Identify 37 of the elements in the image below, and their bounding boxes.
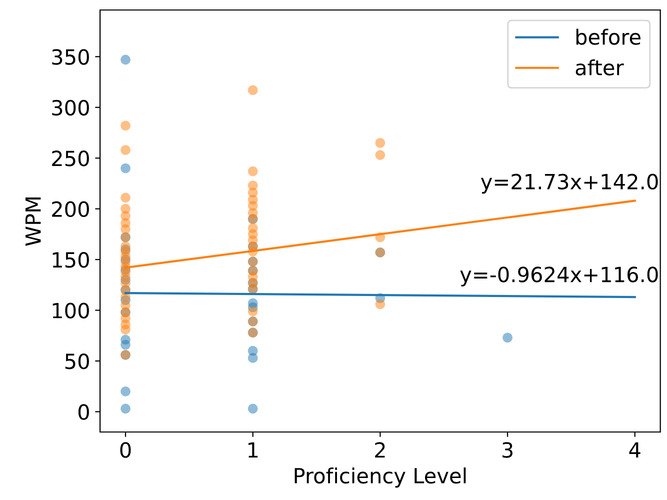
point: [120, 120, 130, 131]
point: [375, 150, 386, 160]
x-tick-label: 1: [248, 442, 258, 458]
legend-label: before: [576, 28, 640, 45]
y-tick-label: 0: [78, 404, 89, 420]
point: [120, 324, 130, 334]
point: [248, 85, 258, 96]
annotation: y=21.73x+142.0: [480, 174, 658, 194]
y-tick-label: 350: [52, 49, 89, 65]
y-axis-title: WPM: [25, 197, 41, 246]
x-tick-label: 4: [629, 442, 640, 458]
point: [248, 404, 258, 414]
point: [120, 54, 130, 65]
y-tick-label: 150: [52, 252, 89, 268]
x-tick-label: 3: [502, 442, 512, 458]
point: [120, 386, 130, 396]
x-tick-label: 0: [120, 442, 131, 458]
point: [120, 145, 130, 155]
y-tick-label: 200: [52, 201, 89, 218]
point: [120, 163, 130, 174]
point: [248, 353, 258, 363]
point: [120, 340, 130, 350]
annotation: y=-0.9624x+116.0: [460, 266, 658, 286]
point: [120, 192, 130, 203]
legend-label: after: [576, 59, 624, 76]
x-axis-title: Proficiency Level: [294, 467, 466, 488]
point: [120, 404, 130, 414]
y-tick-label: 250: [52, 150, 89, 166]
point: [248, 166, 258, 176]
y-tick-label: 100: [52, 302, 89, 318]
y-tick-label: 300: [52, 100, 89, 116]
point: [375, 138, 386, 148]
y-tick-label: 50: [65, 353, 89, 370]
point: [375, 299, 386, 310]
point: [502, 332, 512, 343]
x-tick-label: 2: [375, 442, 385, 458]
point: [248, 306, 258, 316]
